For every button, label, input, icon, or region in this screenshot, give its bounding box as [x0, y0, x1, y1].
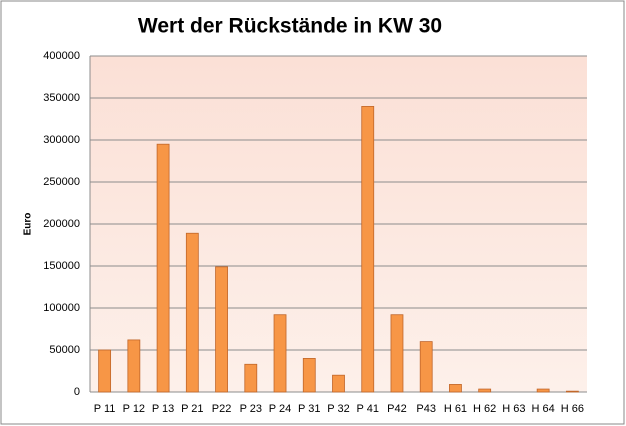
- x-tick-label: P 32: [327, 403, 349, 415]
- bar: [536, 388, 550, 393]
- y-tick-label: 100000: [43, 302, 80, 314]
- x-tick-label: P43: [416, 403, 436, 415]
- y-tick-label: 350000: [43, 92, 80, 104]
- x-tick-label: H 63: [502, 403, 525, 415]
- bar: [156, 143, 170, 393]
- bar: [302, 357, 316, 393]
- bar: [478, 388, 492, 393]
- y-tick-label: 150000: [43, 260, 80, 272]
- bar: [390, 314, 404, 393]
- x-tick-label: P 24: [269, 403, 291, 415]
- x-tick-label: P 13: [152, 403, 174, 415]
- x-tick-label: P 11: [94, 403, 116, 415]
- y-tick-label: 300000: [43, 134, 80, 146]
- x-tick-label: P22: [212, 403, 232, 415]
- chart-title: Wert der Rückstände in KW 30: [138, 15, 442, 38]
- y-tick-label: 200000: [43, 218, 80, 230]
- bar: [244, 363, 258, 393]
- y-tick-label: 0: [74, 386, 80, 398]
- bar: [215, 266, 228, 393]
- y-tick-label: 400000: [43, 50, 80, 62]
- bar: [273, 314, 287, 393]
- y-axis-label: Euro: [23, 213, 34, 236]
- bar: [449, 384, 462, 393]
- x-tick-label: H 61: [444, 403, 467, 415]
- x-tick-label: H 62: [473, 403, 496, 415]
- bar: [419, 341, 433, 393]
- bar: [565, 390, 579, 393]
- bar: [361, 106, 375, 393]
- bar: [332, 374, 345, 393]
- bar: [98, 349, 112, 393]
- x-tick-label: H 64: [532, 403, 555, 415]
- y-tick-label: 250000: [43, 176, 80, 188]
- x-tick-label: P 12: [123, 403, 145, 415]
- x-tick-label: P 31: [298, 403, 320, 415]
- x-tick-label: P 23: [240, 403, 262, 415]
- y-tick-label: 50000: [49, 344, 80, 356]
- x-tick-label: H 66: [561, 403, 584, 415]
- x-tick-label: P 21: [181, 403, 203, 415]
- x-tick-label: P42: [387, 403, 407, 415]
- x-tick-label: P 41: [357, 403, 379, 415]
- bar: [127, 339, 141, 393]
- bar: [185, 232, 199, 393]
